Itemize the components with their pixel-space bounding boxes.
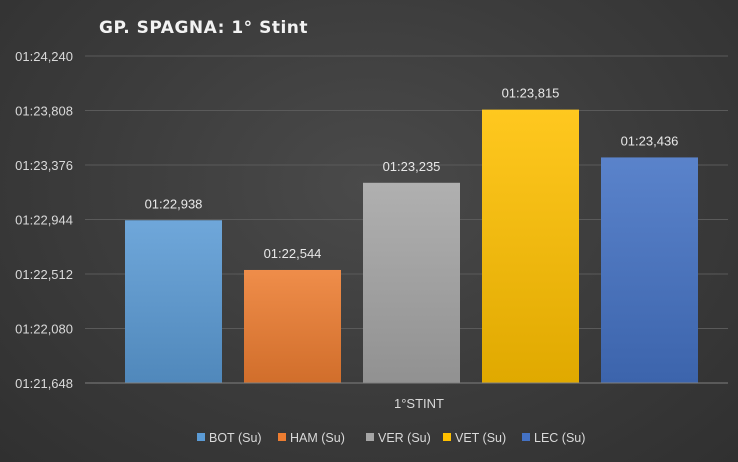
legend-label: VET (Su) bbox=[455, 431, 506, 445]
data-label: 01:22,938 bbox=[145, 196, 203, 211]
legend-swatch bbox=[366, 433, 374, 441]
y-tick-label: 01:23,376 bbox=[15, 158, 73, 173]
bar-ham bbox=[244, 269, 341, 383]
bar-vet bbox=[482, 109, 579, 384]
y-tick-label: 01:21,648 bbox=[15, 376, 73, 391]
legend-swatch bbox=[522, 433, 530, 441]
bar-bot bbox=[125, 220, 222, 383]
y-tick-label: 01:22,080 bbox=[15, 322, 73, 337]
y-tick-label: 01:22,512 bbox=[15, 267, 73, 282]
y-tick-label: 01:23,808 bbox=[15, 104, 73, 119]
chart-title: GP. SPAGNA: 1° Stint bbox=[99, 18, 308, 38]
y-tick-label: 01:22,944 bbox=[15, 213, 73, 228]
category-label: 1°STINT bbox=[394, 396, 444, 411]
y-axis-ticks: 01:21,648 01:22,080 01:22,512 01:22,944 01:2… bbox=[15, 49, 73, 391]
data-label: 01:23,436 bbox=[621, 133, 679, 148]
y-tick-label: 01:24,240 bbox=[15, 49, 73, 64]
data-label: 01:23,235 bbox=[383, 159, 441, 174]
legend-swatch bbox=[197, 433, 205, 441]
bars bbox=[125, 109, 698, 384]
data-labels: 01:22,938 01:22,544 01:23,235 01:23,815 01:2… bbox=[145, 86, 679, 261]
legend-label: LEC (Su) bbox=[534, 431, 585, 445]
data-label: 01:22,544 bbox=[264, 246, 322, 261]
bar-lec bbox=[601, 157, 698, 383]
legend-swatch bbox=[278, 433, 286, 441]
legend-label: BOT (Su) bbox=[209, 431, 262, 445]
data-label: 01:23,815 bbox=[502, 86, 560, 101]
legend-label: HAM (Su) bbox=[290, 431, 345, 445]
legend-label: VER (Su) bbox=[378, 431, 431, 445]
bar-ver bbox=[363, 182, 460, 383]
legend-swatch bbox=[443, 433, 451, 441]
legend: BOT (Su) HAM (Su) VER (Su) VET (Su) LEC (Su) bbox=[197, 431, 585, 445]
